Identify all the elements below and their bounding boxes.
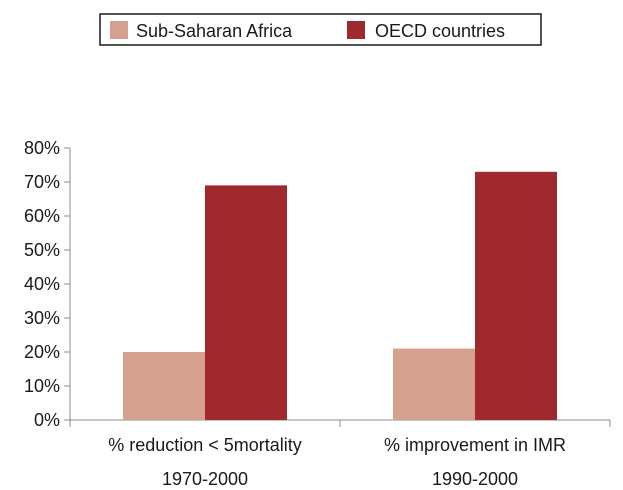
y-tick-label: 10% bbox=[24, 376, 60, 396]
bar-oecd-countries-2 bbox=[475, 171, 557, 420]
category-label: % reduction < 5mortality bbox=[108, 435, 302, 455]
legend-swatch-sub-saharan-africa bbox=[110, 21, 128, 39]
category-sublabel: 1990-2000 bbox=[432, 469, 518, 489]
legend-label-oecd-countries: OECD countries bbox=[375, 21, 505, 41]
category-sublabel: 1970-2000 bbox=[162, 469, 248, 489]
y-tick-label: 0% bbox=[34, 410, 60, 430]
bar-oecd-countries-1 bbox=[205, 185, 287, 420]
y-tick-label: 20% bbox=[24, 342, 60, 362]
y-tick-label: 30% bbox=[24, 308, 60, 328]
legend: Sub-Saharan Africa OECD countries bbox=[99, 13, 542, 46]
y-axis-ticks: 0% 10% 20% 30% 40% 50% 60% 70% 80% bbox=[24, 138, 70, 430]
bar-sub-saharan-africa-1 bbox=[123, 352, 205, 420]
category-label: % improvement in IMR bbox=[384, 435, 566, 455]
y-tick-label: 70% bbox=[24, 172, 60, 192]
x-axis-ticks bbox=[69, 420, 611, 427]
legend-frame bbox=[99, 13, 542, 46]
legend-label-sub-saharan-africa: Sub-Saharan Africa bbox=[136, 21, 293, 41]
category-labels: % reduction < 5mortality 1970-2000 % impro… bbox=[108, 435, 566, 489]
y-tick-label: 40% bbox=[24, 274, 60, 294]
y-tick-label: 50% bbox=[24, 240, 60, 260]
y-tick-label: 60% bbox=[24, 206, 60, 226]
bars bbox=[123, 171, 557, 420]
bar-sub-saharan-africa-2 bbox=[393, 348, 475, 420]
y-tick-label: 80% bbox=[24, 138, 60, 158]
legend-swatch-oecd-countries bbox=[347, 21, 365, 39]
